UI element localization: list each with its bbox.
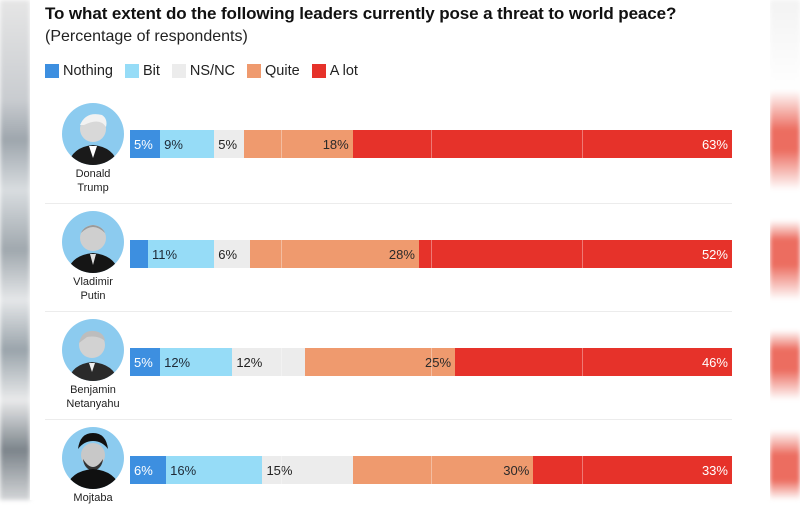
gridline [431, 348, 432, 376]
legend-label: Quite [265, 63, 300, 79]
legend-swatch [311, 64, 326, 78]
data-label: 30% [503, 462, 530, 478]
bar-segment-ns-nc: 15% [262, 456, 353, 484]
bar-segment-bit: 16% [166, 456, 263, 484]
bar-segment-a-lot: 63% [352, 130, 732, 158]
data-label: 11% [152, 246, 178, 262]
gridline [581, 456, 583, 484]
data-label: 25% [425, 354, 452, 370]
data-label: 5% [134, 354, 153, 370]
legend-label: Bit [142, 63, 160, 79]
legend-swatch [247, 64, 262, 78]
bar-segment-quite: 30% [352, 456, 534, 484]
bar-segment-nothing: 5% [130, 348, 161, 376]
gridline [280, 240, 282, 268]
person-name-line: Vladimir [73, 276, 113, 288]
legend-label: A lot [329, 63, 358, 79]
bar-segment-nothing: 5% [130, 130, 161, 158]
data-label: 46% [701, 354, 728, 370]
legend-item-a-lot: A lot [311, 63, 358, 79]
person-name: Benjamin Netanyahu [43, 383, 143, 411]
gridline [581, 240, 583, 268]
chart-subtitle: (Percentage of respondents) [45, 28, 248, 45]
gridline [280, 130, 282, 158]
chart-card: To what extent do the following leaders … [30, 0, 770, 504]
person-portrait-icon [62, 319, 124, 381]
legend-item-nsnc: NS/NC [171, 63, 236, 79]
chart-row: Benjamin Netanyahu 5% 12% 12% 25% 46% [30, 311, 770, 419]
legend-label: Nothing [63, 63, 113, 79]
data-label: 6% [134, 462, 153, 478]
chart-row: Vladimir Putin 11% 6% 28% 52% [30, 203, 770, 311]
person-name-line: Mojtaba [73, 492, 113, 504]
data-label: 18% [322, 136, 349, 152]
row-divider [45, 419, 732, 420]
person-name-line: Putin [80, 290, 106, 302]
person-name: Vladimir Putin [43, 275, 143, 303]
person-portrait-icon [62, 103, 124, 165]
stacked-bar: 6% 16% 15% 30% 33% [130, 456, 732, 484]
row-divider [45, 311, 732, 312]
person-name-line: Trump [77, 182, 109, 194]
bar-segment-bit: 12% [160, 348, 233, 376]
person-portrait-icon [62, 211, 124, 273]
person-name: Mojtaba [43, 491, 143, 505]
blurred-background-left [0, 0, 30, 500]
gridline [581, 130, 583, 158]
chart-row: Donald Trump 5% 9% 5% 18% 63% [30, 95, 770, 203]
bar-segment-nothing [130, 240, 149, 268]
person-name-line: Netanyahu [66, 398, 120, 410]
stacked-bar: 5% 9% 5% 18% 63% [130, 130, 732, 158]
bar-segment-bit: 11% [148, 240, 215, 268]
bar-segment-ns-nc: 12% [232, 348, 305, 376]
data-label: 12% [236, 354, 263, 370]
bar-segment-bit: 9% [160, 130, 215, 158]
chart-title: To what extent do the following leaders … [45, 4, 677, 23]
legend-swatch [171, 64, 186, 78]
gridline [431, 240, 432, 268]
data-label: 15% [266, 462, 293, 478]
person-name-line: Benjamin [70, 384, 116, 396]
data-label: 33% [701, 462, 728, 478]
chart-legend: Nothing Bit NS/NC Quite A lot [45, 63, 370, 79]
bar-segment-a-lot: 46% [455, 348, 732, 376]
data-label: 9% [164, 136, 183, 152]
person-name: Donald Trump [43, 167, 143, 195]
data-label: 5% [218, 136, 238, 152]
bar-segment-a-lot: 52% [418, 240, 732, 268]
bar-segment-nothing: 6% [130, 456, 167, 484]
person-name-line: Donald [75, 168, 111, 180]
person-portrait-icon [62, 427, 124, 489]
chart-row: Mojtaba 6% 16% 15% 30% 33% [30, 419, 770, 527]
legend-item-bit: Bit [124, 63, 160, 79]
stacked-bar: 11% 6% 28% 52% [130, 240, 732, 268]
bar-segment-quite: 18% [244, 130, 353, 158]
bar-segment-ns-nc: 5% [214, 130, 245, 158]
gridline [431, 130, 432, 158]
data-label: 5% [134, 136, 153, 152]
gridline [280, 456, 282, 484]
data-label: 52% [701, 246, 728, 262]
data-label: 16% [170, 462, 197, 478]
row-divider [45, 203, 732, 204]
legend-item-quite: Quite [247, 63, 300, 79]
gridline [581, 348, 583, 376]
gridline [431, 456, 432, 484]
bar-segment-ns-nc: 6% [214, 240, 251, 268]
data-label: 63% [701, 136, 728, 152]
stacked-bar: 5% 12% 12% 25% 46% [130, 348, 732, 376]
gridline [280, 348, 282, 376]
legend-swatch [45, 64, 59, 78]
blurred-background-right [770, 0, 800, 500]
bar-segment-quite: 25% [304, 348, 456, 376]
data-label: 28% [388, 246, 415, 262]
data-label: 6% [218, 246, 238, 262]
legend-label: NS/NC [189, 63, 236, 79]
legend-swatch [124, 64, 139, 78]
legend-item-nothing: Nothing [45, 63, 113, 79]
bar-segment-quite: 28% [250, 240, 419, 268]
bar-segment-a-lot: 33% [533, 456, 732, 484]
data-label: 12% [164, 354, 191, 370]
